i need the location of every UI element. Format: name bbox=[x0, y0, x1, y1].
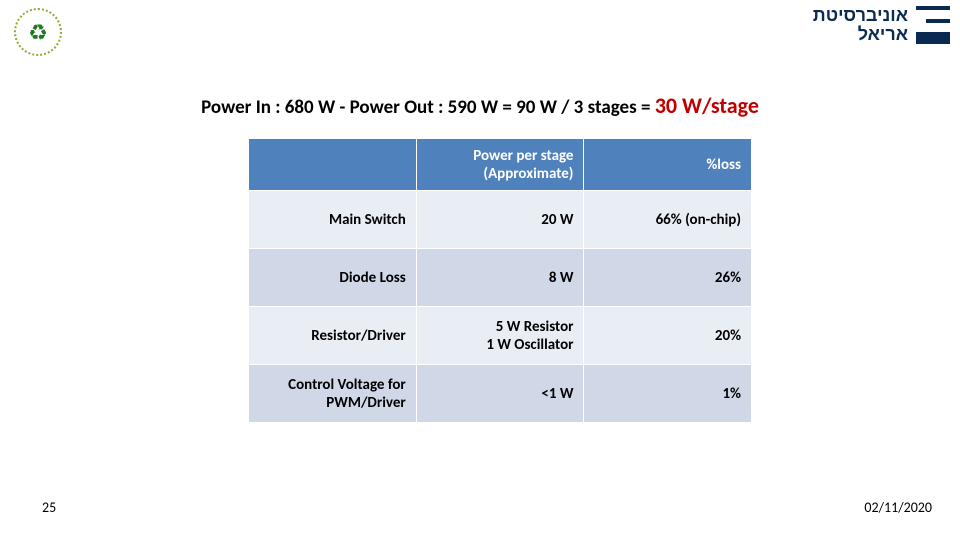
logo-right-line2: אריאל bbox=[813, 25, 908, 44]
table-header-row: Power per stage (Approximate) %loss bbox=[249, 139, 752, 191]
table-row: Control Voltage for PWM/Driver <1 W 1% bbox=[249, 365, 752, 423]
row-loss: 1% bbox=[584, 365, 752, 423]
table-row: Resistor/Driver 5 W Resistor1 W Oscillat… bbox=[249, 307, 752, 365]
logo-right-text: אוניברסיטת אריאל bbox=[813, 6, 908, 44]
row-power: <1 W bbox=[416, 365, 584, 423]
row-power: 5 W Resistor1 W Oscillator bbox=[416, 307, 584, 365]
title-main: Power In : 680 W - Power Out : 590 W = 9… bbox=[201, 96, 655, 119]
logo-right: אוניברסיטת אריאל bbox=[813, 6, 950, 44]
recycle-icon: ♻ bbox=[28, 19, 48, 46]
power-loss-table: Power per stage (Approximate) %loss Main… bbox=[248, 138, 752, 423]
col-header-power: Power per stage (Approximate) bbox=[416, 139, 584, 191]
title-line: Power In : 680 W - Power Out : 590 W = 9… bbox=[0, 92, 960, 119]
row-label: Resistor/Driver bbox=[249, 307, 417, 365]
table-row: Diode Loss 8 W 26% bbox=[249, 249, 752, 307]
col-header-loss: %loss bbox=[584, 139, 752, 191]
footer-date: 02/11/2020 bbox=[864, 499, 932, 516]
logo-left: ♻ bbox=[14, 8, 62, 56]
row-loss: 26% bbox=[584, 249, 752, 307]
row-loss: 66% (on-chip) bbox=[584, 191, 752, 249]
row-label: Control Voltage for PWM/Driver bbox=[249, 365, 417, 423]
page-number: 25 bbox=[42, 499, 56, 516]
row-power: 8 W bbox=[416, 249, 584, 307]
title-highlight: 30 W/stage bbox=[655, 92, 759, 119]
logo-right-mark bbox=[916, 6, 950, 44]
row-loss: 20% bbox=[584, 307, 752, 365]
col-header-blank bbox=[249, 139, 417, 191]
table-row: Main Switch 20 W 66% (on-chip) bbox=[249, 191, 752, 249]
row-label: Diode Loss bbox=[249, 249, 417, 307]
row-power: 20 W bbox=[416, 191, 584, 249]
row-label: Main Switch bbox=[249, 191, 417, 249]
